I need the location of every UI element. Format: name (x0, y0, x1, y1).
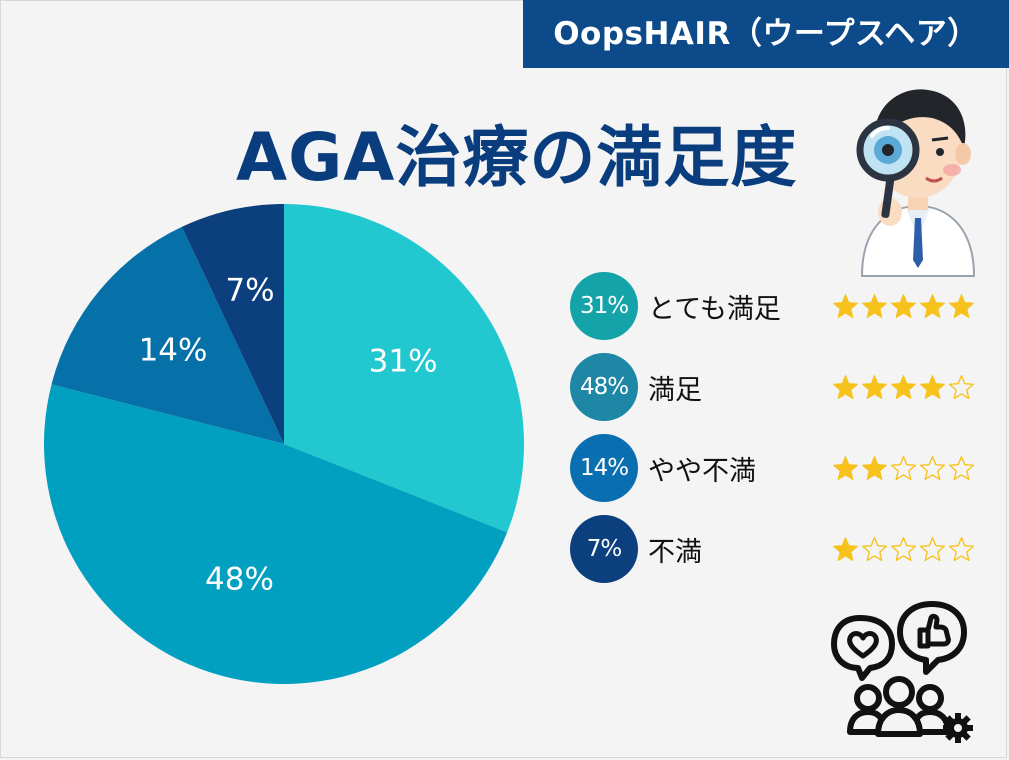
star-outline-icon (949, 455, 974, 480)
legend-badge: 48% (570, 353, 638, 421)
star-filled-icon (862, 293, 887, 318)
star-filled-icon (920, 374, 945, 399)
pie-slice-label: 31% (369, 344, 438, 380)
star-filled-icon (891, 374, 916, 399)
pie-slice (284, 203, 525, 533)
star-filled-icon (862, 374, 887, 399)
legend-label: やや不満 (648, 455, 756, 487)
pie-slice-label: 48% (205, 561, 274, 597)
star-outline-icon (862, 536, 887, 561)
legend-badge: 7% (570, 515, 638, 583)
legend-label: とても満足 (648, 293, 781, 325)
pie-slice-label: 14% (139, 333, 208, 369)
legend-item: 7% 不満 (570, 515, 990, 596)
pie-slice (43, 384, 508, 685)
legend-item: 48% 満足 (570, 353, 990, 434)
star-filled-icon (949, 293, 974, 318)
pie-slice (51, 226, 285, 444)
star-outline-icon (949, 374, 974, 399)
star-rating (832, 434, 975, 502)
legend-item: 31% とても満足 (570, 272, 990, 353)
legend-label: 不満 (648, 536, 702, 568)
star-outline-icon (920, 455, 945, 480)
star-filled-icon (891, 293, 916, 318)
star-filled-icon (833, 293, 858, 318)
people-feedback-icon (831, 601, 973, 743)
brand-banner: OopsHAIR（ウープスヘア） (523, 0, 1009, 68)
star-outline-icon (891, 455, 916, 480)
star-outline-icon (920, 536, 945, 561)
star-filled-icon (833, 536, 858, 561)
legend: 31% とても満足 48% 満足 14% やや不満 7% 不満 (570, 272, 990, 596)
pie-slice-label: 7% (225, 272, 274, 308)
chart-title: AGA治療の満足度 (236, 119, 798, 196)
star-rating (832, 272, 975, 340)
star-outline-icon (949, 536, 974, 561)
star-filled-icon (833, 374, 858, 399)
star-outline-icon (891, 536, 916, 561)
pie-chart: 31% 48% 14% 7% (43, 203, 525, 685)
legend-label: 満足 (648, 374, 702, 406)
legend-item: 14% やや不満 (570, 434, 990, 515)
star-filled-icon (862, 455, 887, 480)
legend-badge: 31% (570, 272, 638, 340)
star-filled-icon (920, 293, 945, 318)
star-rating (832, 353, 975, 421)
legend-badge: 14% (570, 434, 638, 502)
pie-slice (181, 204, 284, 444)
doctor-magnifier-icon (856, 89, 976, 277)
star-rating (832, 515, 975, 583)
star-filled-icon (833, 455, 858, 480)
